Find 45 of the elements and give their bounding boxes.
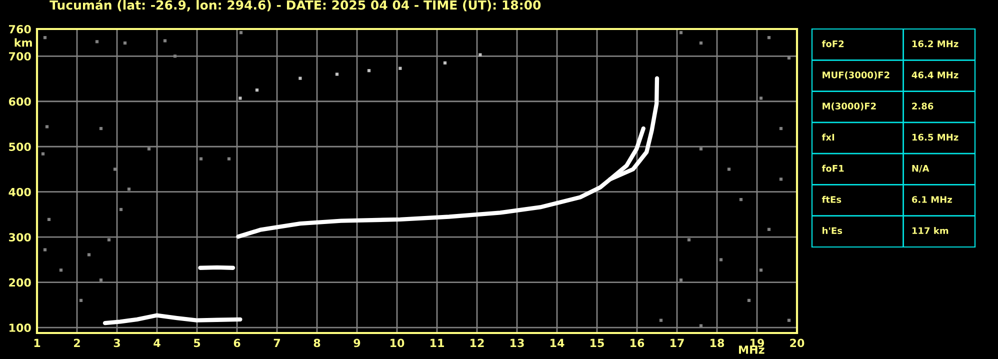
x-tick-label: 15: [590, 338, 604, 348]
text: 2.86: [912, 102, 934, 110]
y-tick-label: 700: [8, 52, 31, 61]
x-tick-label: 6: [234, 338, 240, 348]
x-tick-label: 4: [154, 338, 160, 347]
category-label: h'Es: [822, 227, 842, 234]
category-label: fxI: [822, 134, 834, 140]
x-tick-label: 17: [670, 338, 684, 347]
y-axis-title: km: [14, 38, 32, 47]
y-tick-label: 500: [9, 142, 31, 151]
y-tick-label: 400: [8, 188, 31, 196]
text: 46.4 MHz: [912, 72, 958, 78]
y-tick-label: 200: [9, 278, 31, 287]
y-tick-label: 760: [8, 24, 31, 34]
x-tick-label: 19: [750, 338, 764, 348]
category-label: M(3000)F2: [822, 102, 876, 111]
x-tick-label: 10: [390, 338, 404, 348]
text: N/A: [912, 165, 930, 172]
y-tick-label: 300: [8, 233, 31, 242]
x-tick-label: 2: [74, 338, 80, 347]
x-tick-label: 9: [354, 338, 360, 348]
chart-title: Tucumán (lat: -26.9, lon: 294.6) - DATE: 2025 04 04 - TIME (UT): 18:00: [50, 0, 541, 12]
x-tick-label: 16: [630, 338, 644, 348]
category-label: foF1: [822, 164, 844, 172]
x-tick-label: 20: [790, 338, 804, 348]
x-tick-label: 5: [194, 338, 200, 348]
x-tick-label: 18: [710, 338, 724, 348]
text: 117 km: [912, 227, 948, 234]
category-label: MUF(3000)F2: [822, 71, 890, 80]
category-label: foF2: [822, 40, 844, 48]
y-tick-label: 600: [8, 97, 31, 106]
x-tick-label: 13: [510, 338, 524, 348]
x-tick-label: 1: [34, 338, 40, 347]
x-tick-label: 12: [470, 338, 484, 347]
text: 16.5 MHz: [912, 134, 958, 141]
x-tick-label: 3: [114, 338, 120, 348]
category-label: ftEs: [822, 196, 842, 203]
text: 16.2 MHz: [912, 40, 958, 48]
x-tick-label: 8: [314, 338, 320, 348]
y-tick-label: 100: [10, 324, 31, 332]
x-tick-label: 11: [430, 338, 444, 347]
x-tick-label: 7: [274, 338, 280, 347]
x-axis-title: MHz: [739, 346, 764, 354]
text: 6.1 MHz: [912, 196, 952, 203]
x-tick-label: 14: [550, 338, 564, 347]
